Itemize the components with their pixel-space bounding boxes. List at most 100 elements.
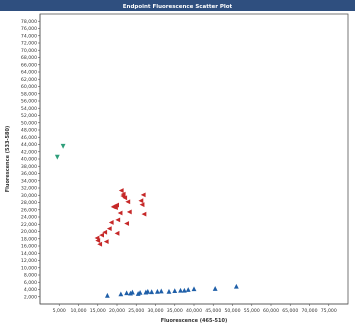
data-point-triangle-up [128,290,133,296]
data-point-triangle-up [104,292,110,298]
data-point-triangle-left [117,210,123,216]
data-point-triangle-left [108,220,114,225]
data-point-triangle-left [139,202,145,208]
data-point-triangle-up [124,290,130,296]
data-point-triangle-left [106,226,112,231]
data-point-triangle-up [155,288,160,294]
data-point-triangle-left [103,239,109,245]
y-tick-label: 16,000 [21,244,37,250]
data-point-triangle-up [118,291,124,297]
data-point-triangle-up [172,288,178,293]
y-tick-label: 46,000 [21,135,37,141]
x-tick-label: 65,000 [282,308,298,314]
data-point-triangle-down [60,143,66,149]
x-tick-label: 75,000 [321,308,337,314]
y-tick-label: 60,000 [21,84,37,90]
y-tick-label: 14,000 [21,251,37,257]
x-tick-label: 55,000 [244,308,260,314]
y-tick-label: 4,000 [24,287,37,293]
data-point-triangle-left [113,205,118,210]
chart-title: Endpoint Fluorescence Scatter Plot [123,4,233,10]
y-tick-label: 22,000 [21,222,37,228]
plot-area [39,13,349,305]
y-tick-label: 18,000 [21,236,37,242]
y-tick-label: 66,000 [21,62,37,68]
data-point-triangle-up [143,289,149,295]
y-tick-label: 78,000 [21,19,37,25]
data-point-triangle-left [140,192,146,198]
y-tick-label: 68,000 [21,55,37,61]
x-tick-label: 60,000 [263,308,279,314]
data-point-triangle-up [166,288,172,294]
x-tick-label: 40,000 [186,308,202,314]
y-tick-label: 48,000 [21,128,37,134]
y-tick-label: 12,000 [21,258,37,264]
y-tick-label: 30,000 [21,193,37,199]
data-point-triangle-up [149,289,155,295]
y-tick-label: 52,000 [21,113,37,119]
y-axis-title: Fluorescence (533-580) [5,126,11,193]
x-tick-label: 20,000 [109,308,125,314]
data-point-triangle-left [120,193,126,199]
x-tick-label: 30,000 [147,308,163,314]
data-point-triangle-up [233,283,239,289]
y-tick-label: 24,000 [21,215,37,221]
y-tick-label: 2,000 [24,294,37,300]
title-bar [0,0,355,11]
y-tick-label: 34,000 [21,178,37,184]
y-tick-label: 50,000 [21,120,37,126]
x-tick-label: 15,000 [90,308,106,314]
y-tick-label: 56,000 [21,99,37,105]
y-tick-label: 58,000 [21,91,37,97]
x-tick-label: 5,000 [53,308,66,314]
y-tick-label: 10,000 [21,265,37,271]
y-tick-label: 8,000 [24,273,37,279]
data-point-triangle-up [191,286,197,292]
y-tick-label: 42,000 [21,149,37,155]
y-tick-label: 76,000 [21,26,37,32]
x-tick-label: 50,000 [224,308,240,314]
x-tick-label: 70,000 [301,308,317,314]
y-tick-label: 40,000 [21,157,37,163]
data-point-triangle-left [138,198,144,204]
data-point-triangle-left [94,235,100,241]
y-tick-label: 44,000 [21,142,37,148]
x-tick-label: 45,000 [205,308,221,314]
data-point-triangle-up [185,287,191,292]
data-point-triangle-up [158,288,164,294]
y-tick-label: 6,000 [24,280,37,286]
y-tick-label: 62,000 [21,77,37,83]
y-tick-label: 54,000 [21,106,37,112]
y-tick-label: 32,000 [21,186,37,192]
y-tick-label: 70,000 [21,48,37,54]
data-point-triangle-left [115,217,121,223]
data-point-triangle-left [118,188,124,193]
x-axis-title: Fluorescence (465-510) [161,318,228,324]
data-point-triangle-left [114,202,120,208]
data-point-triangle-left [125,199,131,205]
data-point-triangle-down [54,154,60,160]
data-point-triangle-left [102,229,108,235]
data-point-triangle-up [181,287,187,293]
data-point-triangle-left [114,230,120,236]
data-point-triangle-left [141,211,147,217]
x-tick-label: 25,000 [128,308,144,314]
data-point-triangle-up [135,291,141,296]
y-tick-label: 28,000 [21,200,37,206]
y-tick-label: 20,000 [21,229,37,235]
y-tick-label: 72,000 [21,41,37,47]
data-point-triangle-left [124,221,130,226]
data-point-triangle-left [126,209,132,215]
y-tick-label: 38,000 [21,164,37,170]
data-point-triangle-left [97,241,103,247]
x-tick-label: 35,000 [167,308,183,314]
x-axis-ticks: 5,000 10,000 15,000 20,000 25,000 30,000 35,00… [53,304,337,314]
y-tick-label: 74,000 [21,33,37,39]
data-point-triangle-up [178,287,183,293]
y-tick-label: 64,000 [21,70,37,76]
y-tick-label: 26,000 [21,207,37,213]
y-tick-label: 36,000 [21,171,37,177]
